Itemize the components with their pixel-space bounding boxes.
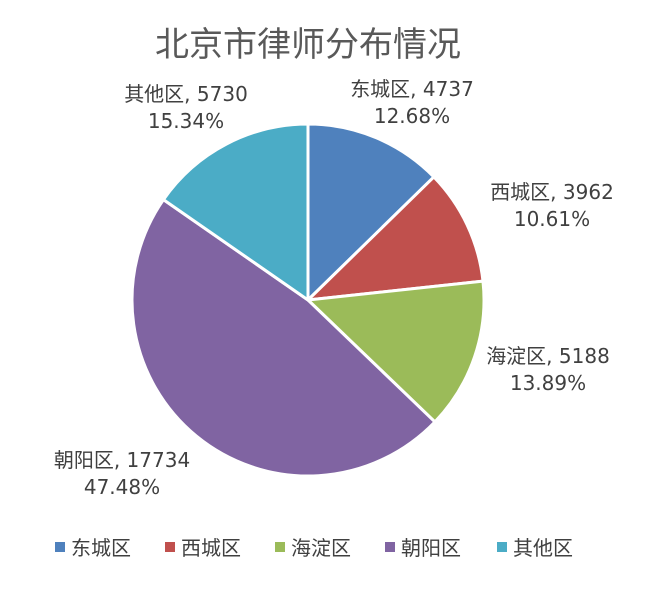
legend-swatch <box>385 542 395 552</box>
legend-swatch <box>55 542 65 552</box>
legend-swatch <box>165 542 175 552</box>
pie-slice <box>303 174 485 302</box>
legend-item: 海淀区 <box>275 536 351 560</box>
legend-item: 朝阳区 <box>385 536 461 560</box>
legend-swatch <box>497 542 507 552</box>
legend-swatch <box>275 542 285 552</box>
legend-item: 西城区 <box>165 536 241 560</box>
legend: 东城区 西城区 海淀区 朝阳区 其他区 <box>55 536 573 560</box>
legend-label: 朝阳区 <box>401 536 461 560</box>
pie-slice <box>161 122 310 303</box>
legend-label: 东城区 <box>71 536 131 560</box>
data-label: 东城区, 4737 12.68% <box>350 77 474 128</box>
data-label: 西城区, 3962 10.61% <box>490 180 614 231</box>
data-label: 朝阳区, 17734 47.48% <box>54 448 190 499</box>
data-label: 海淀区, 5188 13.89% <box>486 344 610 395</box>
chart-title: 北京市律师分布情况 <box>155 25 461 65</box>
pie-slice <box>130 197 438 478</box>
data-label: 其他区, 5730 15.34% <box>124 82 248 133</box>
legend-item: 东城区 <box>55 536 131 560</box>
legend-label: 西城区 <box>181 536 241 560</box>
pie-slices <box>130 122 486 478</box>
pie-slice <box>304 279 486 425</box>
data-labels: 东城区, 4737 12.68% 西城区, 3962 10.61% 海淀区, 5188 1… <box>54 77 614 499</box>
pie-slice <box>306 122 436 304</box>
legend-label: 其他区 <box>513 536 573 560</box>
legend-label: 海淀区 <box>291 536 351 560</box>
legend-item: 其他区 <box>497 536 573 560</box>
